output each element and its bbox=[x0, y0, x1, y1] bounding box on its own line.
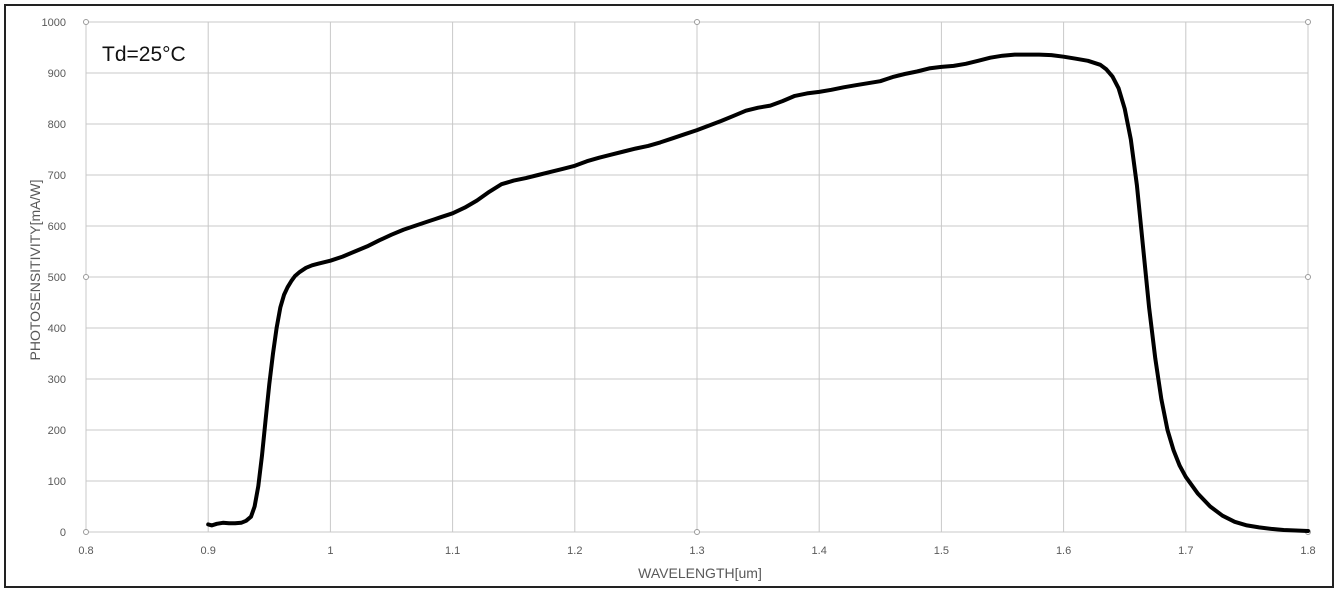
x-tick-label: 1.5 bbox=[934, 545, 949, 557]
x-tick-label: 0.8 bbox=[78, 545, 93, 557]
x-tick-label: 1.6 bbox=[1056, 545, 1071, 557]
x-tick-label: 1.4 bbox=[812, 545, 827, 557]
y-tick-label: 400 bbox=[48, 323, 66, 335]
y-axis-label: PHOTOSENSITIVITY[mA/W] bbox=[27, 180, 43, 361]
photosensitivity-chart: 0.8 0.9 1 1.1 1.2 1.3 1.4 1.5 1.6 1.7 1.8 0 100 200 3… bbox=[27, 17, 1316, 581]
y-tick-label: 700 bbox=[48, 170, 66, 182]
x-tick-label: 1 bbox=[327, 545, 333, 557]
chart-frame: 0.8 0.9 1 1.1 1.2 1.3 1.4 1.5 1.6 1.7 1.8 0 100 200 3… bbox=[4, 4, 1334, 588]
y-tick-label: 800 bbox=[48, 119, 66, 131]
x-axis-label: WAVELENGTH[um] bbox=[638, 565, 762, 581]
plot-area-handle bbox=[694, 19, 700, 25]
x-tick-label: 1.2 bbox=[567, 545, 582, 557]
y-tick-label: 300 bbox=[48, 374, 66, 386]
x-tick-label: 1.3 bbox=[689, 545, 704, 557]
plot-area-handle bbox=[1305, 274, 1311, 280]
y-tick-label: 500 bbox=[48, 272, 66, 284]
temperature-annotation: Td=25°C bbox=[102, 43, 186, 66]
y-tick-label: 100 bbox=[48, 476, 66, 488]
x-tick-label: 0.9 bbox=[201, 545, 216, 557]
x-tick-label: 1.1 bbox=[445, 545, 460, 557]
y-tick-label: 200 bbox=[48, 425, 66, 437]
grid bbox=[83, 19, 1311, 535]
y-tick-label: 0 bbox=[60, 527, 66, 539]
y-tick-label: 1000 bbox=[42, 17, 66, 29]
photosensitivity-line bbox=[206, 52, 1310, 533]
plot-area-handle bbox=[1305, 19, 1311, 25]
x-tick-label: 1.7 bbox=[1178, 545, 1193, 557]
x-axis-ticks: 0.8 0.9 1 1.1 1.2 1.3 1.4 1.5 1.6 1.7 1.8 bbox=[78, 545, 1315, 557]
y-tick-label: 600 bbox=[48, 221, 66, 233]
plot-area-handle bbox=[83, 19, 89, 25]
series-group bbox=[206, 52, 1310, 533]
plot-area-handle bbox=[694, 529, 700, 535]
plot-area-handle bbox=[83, 529, 89, 535]
y-axis-ticks: 0 100 200 300 400 500 600 700 800 900 1000 bbox=[42, 17, 66, 539]
x-tick-label: 1.8 bbox=[1300, 545, 1315, 557]
plot-area-handle bbox=[83, 274, 89, 280]
y-tick-label: 900 bbox=[48, 68, 66, 80]
